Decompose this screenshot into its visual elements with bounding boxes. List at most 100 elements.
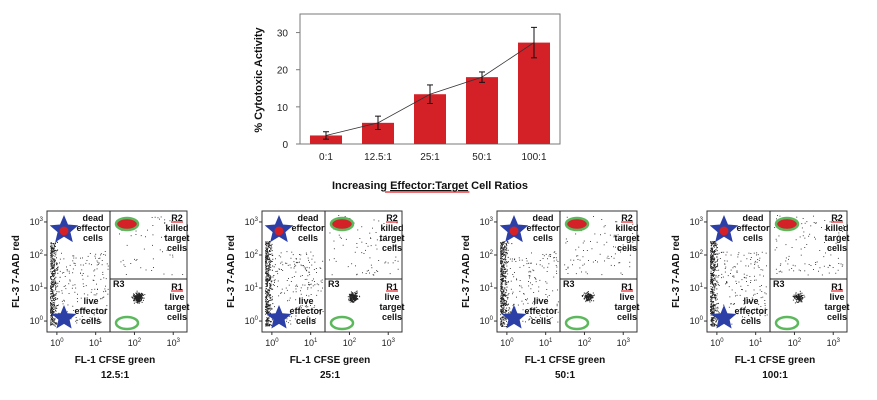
event-dot xyxy=(160,216,162,218)
event-dot xyxy=(269,284,271,286)
event-dot xyxy=(51,247,53,249)
event-dot xyxy=(52,296,54,298)
event-dot xyxy=(52,267,54,269)
event-dot xyxy=(375,232,377,233)
event-dot xyxy=(581,296,583,297)
event-dot xyxy=(519,290,521,292)
event-dot xyxy=(52,283,54,285)
event-dot xyxy=(270,284,272,286)
event-dot xyxy=(53,290,55,292)
event-dot xyxy=(50,311,51,313)
event-dot xyxy=(75,320,77,322)
event-dot xyxy=(503,307,505,308)
event-dot xyxy=(313,269,315,270)
event-dot xyxy=(162,251,163,253)
event-dot xyxy=(51,290,53,292)
event-dot xyxy=(504,267,505,269)
event-dot xyxy=(590,297,592,299)
y-tick-base: 10 xyxy=(245,316,255,326)
event-dot xyxy=(55,297,57,298)
event-dot xyxy=(50,285,52,287)
event-dot xyxy=(266,283,268,285)
event-dot xyxy=(713,274,715,276)
event-dot xyxy=(306,294,307,296)
x-axis-label: FL-1 CFSE green xyxy=(75,355,156,366)
event-dot xyxy=(144,294,146,296)
event-dot xyxy=(712,251,713,253)
event-dot xyxy=(300,275,302,277)
x-tick-label: 50:1 xyxy=(472,152,492,163)
event-dot xyxy=(311,258,313,260)
event-dot xyxy=(601,274,603,276)
y-tick-label: 100 xyxy=(480,316,494,326)
flow-panel: deadeffectorcellsR2killedtargetcellsR3li… xyxy=(671,210,850,381)
event-dot xyxy=(51,289,53,291)
event-dot xyxy=(504,326,506,327)
event-dot xyxy=(586,296,588,297)
event-dot xyxy=(556,259,558,261)
y-tick-exponent: 2 xyxy=(490,250,494,256)
event-dot xyxy=(531,317,533,319)
event-dot xyxy=(615,221,617,223)
event-dot xyxy=(53,294,55,296)
event-dot xyxy=(721,251,723,253)
event-dot xyxy=(714,263,716,265)
event-dot xyxy=(801,297,803,298)
event-dot xyxy=(87,294,89,296)
event-dot xyxy=(722,276,724,278)
event-dot xyxy=(714,242,716,244)
event-dot xyxy=(54,242,56,244)
event-dot xyxy=(64,285,66,287)
event-dot xyxy=(716,270,718,271)
event-dot xyxy=(306,278,308,280)
event-dot xyxy=(760,306,762,307)
event-dot xyxy=(815,262,817,263)
event-dot xyxy=(300,254,302,256)
dead-dot-icon xyxy=(274,226,284,236)
event-dot xyxy=(632,241,634,243)
event-dot xyxy=(51,280,53,282)
event-dot xyxy=(710,307,712,309)
event-dot xyxy=(307,315,309,317)
event-dot xyxy=(269,305,271,307)
event-dot xyxy=(356,273,358,275)
y-tick-exponent: 1 xyxy=(700,283,704,289)
event-dot xyxy=(56,323,58,325)
event-dot xyxy=(712,275,714,276)
event-dot xyxy=(287,264,289,266)
event-dot xyxy=(715,261,717,263)
event-dot xyxy=(711,323,713,325)
event-dot xyxy=(613,234,615,236)
event-dot xyxy=(266,272,268,274)
event-dot xyxy=(105,278,107,280)
event-dot xyxy=(265,298,267,300)
event-dot xyxy=(714,251,716,252)
event-dot xyxy=(266,253,268,255)
event-dot xyxy=(736,294,738,296)
event-dot xyxy=(759,274,761,276)
event-dot xyxy=(306,310,308,312)
event-dot xyxy=(51,262,53,264)
event-dot xyxy=(596,241,598,243)
event-dot xyxy=(104,251,106,252)
event-dot xyxy=(711,259,713,261)
event-dot xyxy=(317,290,319,292)
event-dot xyxy=(501,267,503,269)
event-dot xyxy=(72,260,74,262)
event-dot xyxy=(746,274,748,276)
event-dot xyxy=(57,298,59,300)
event-dot xyxy=(268,294,270,296)
event-dot xyxy=(713,293,715,295)
event-dot xyxy=(713,305,715,307)
event-dot xyxy=(590,299,592,301)
event-dot xyxy=(714,285,716,287)
event-dot xyxy=(355,295,357,297)
event-dot xyxy=(801,295,803,297)
event-dot xyxy=(713,317,715,319)
event-dot xyxy=(712,268,714,270)
event-dot xyxy=(528,318,530,320)
event-dot xyxy=(50,286,52,288)
event-dot xyxy=(591,295,593,297)
event-dot xyxy=(266,266,267,268)
